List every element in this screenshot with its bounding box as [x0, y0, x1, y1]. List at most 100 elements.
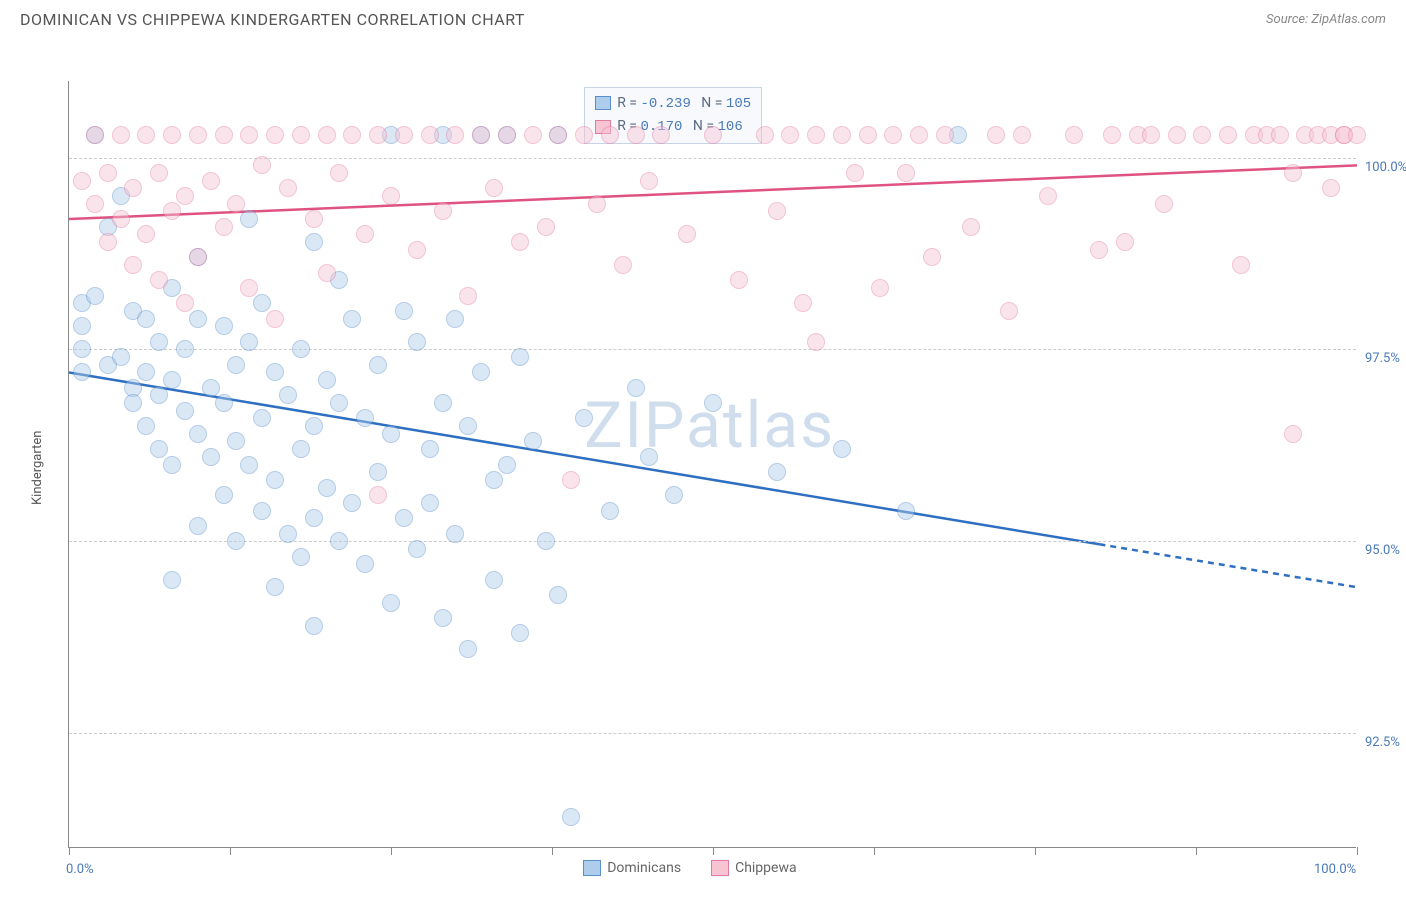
data-point	[524, 432, 542, 450]
data-point	[446, 525, 464, 543]
data-point	[318, 264, 336, 282]
data-point	[704, 126, 722, 144]
data-point	[330, 164, 348, 182]
data-point	[305, 509, 323, 527]
data-point	[266, 126, 284, 144]
data-point	[627, 126, 645, 144]
data-point	[150, 333, 168, 351]
data-point	[859, 126, 877, 144]
data-point	[678, 225, 696, 243]
data-point	[781, 126, 799, 144]
legend-label: Chippewa	[735, 860, 797, 876]
data-point	[807, 126, 825, 144]
data-point	[472, 363, 490, 381]
data-point	[1090, 241, 1108, 259]
data-point	[86, 287, 104, 305]
data-point	[279, 179, 297, 197]
data-point	[498, 456, 516, 474]
data-point	[137, 225, 155, 243]
data-point	[189, 425, 207, 443]
data-point	[356, 555, 374, 573]
data-point	[408, 333, 426, 351]
chart-container: Kindergarten ZIPatlas R = -0.239 N = 105…	[20, 35, 1386, 908]
data-point	[923, 248, 941, 266]
data-point	[846, 164, 864, 182]
data-point	[305, 417, 323, 435]
data-point	[1065, 126, 1083, 144]
data-point	[640, 172, 658, 190]
data-point	[665, 486, 683, 504]
data-point	[459, 640, 477, 658]
data-point	[537, 532, 555, 550]
data-point	[112, 348, 130, 366]
data-point	[511, 348, 529, 366]
data-point	[459, 287, 477, 305]
data-point	[511, 233, 529, 251]
data-point	[369, 356, 387, 374]
data-point	[1322, 179, 1340, 197]
data-point	[382, 425, 400, 443]
data-point	[987, 126, 1005, 144]
data-point	[253, 502, 271, 520]
data-point	[1284, 425, 1302, 443]
data-point	[176, 402, 194, 420]
data-point	[1155, 195, 1173, 213]
data-point	[86, 195, 104, 213]
legend: Dominicans Chippewa	[583, 860, 796, 876]
data-point	[202, 379, 220, 397]
data-point	[1193, 126, 1211, 144]
data-point	[330, 532, 348, 550]
data-point	[240, 333, 258, 351]
data-point	[936, 126, 954, 144]
y-tick-label: 92.5%	[1365, 735, 1400, 750]
data-point	[305, 617, 323, 635]
data-point	[318, 371, 336, 389]
data-point	[305, 233, 323, 251]
data-point	[73, 340, 91, 358]
data-point	[305, 210, 323, 228]
data-point	[137, 126, 155, 144]
x-tick	[552, 847, 553, 855]
data-point	[112, 126, 130, 144]
y-tick-label: 95.0%	[1365, 543, 1400, 558]
data-point	[202, 172, 220, 190]
stats-n-label: N =	[691, 95, 726, 111]
data-point	[421, 126, 439, 144]
data-point	[421, 494, 439, 512]
data-point	[833, 440, 851, 458]
data-point	[1284, 164, 1302, 182]
data-point	[382, 594, 400, 612]
stats-n-value: 105	[726, 96, 751, 112]
data-point	[189, 310, 207, 328]
y-tick-label: 97.5%	[1365, 351, 1400, 366]
data-point	[150, 386, 168, 404]
data-point	[253, 294, 271, 312]
data-point	[150, 271, 168, 289]
stats-r-value: -0.239	[640, 96, 690, 112]
data-point	[485, 471, 503, 489]
data-point	[408, 241, 426, 259]
stats-swatch	[595, 96, 611, 110]
data-point	[1348, 126, 1366, 144]
data-point	[369, 126, 387, 144]
legend-item: Dominicans	[583, 860, 681, 876]
data-point	[1271, 126, 1289, 144]
data-point	[227, 532, 245, 550]
data-point	[189, 126, 207, 144]
chart-title: DOMINICAN VS CHIPPEWA KINDERGARTEN CORRE…	[20, 10, 525, 29]
x-tick	[874, 847, 875, 855]
data-point	[614, 256, 632, 274]
data-point	[99, 164, 117, 182]
data-point	[962, 218, 980, 236]
data-point	[627, 379, 645, 397]
data-point	[575, 409, 593, 427]
data-point	[343, 126, 361, 144]
data-point	[421, 440, 439, 458]
data-point	[266, 363, 284, 381]
data-point	[562, 808, 580, 826]
data-point	[1103, 126, 1121, 144]
data-point	[240, 126, 258, 144]
data-point	[253, 409, 271, 427]
data-point	[498, 126, 516, 144]
gridline	[69, 541, 1356, 542]
